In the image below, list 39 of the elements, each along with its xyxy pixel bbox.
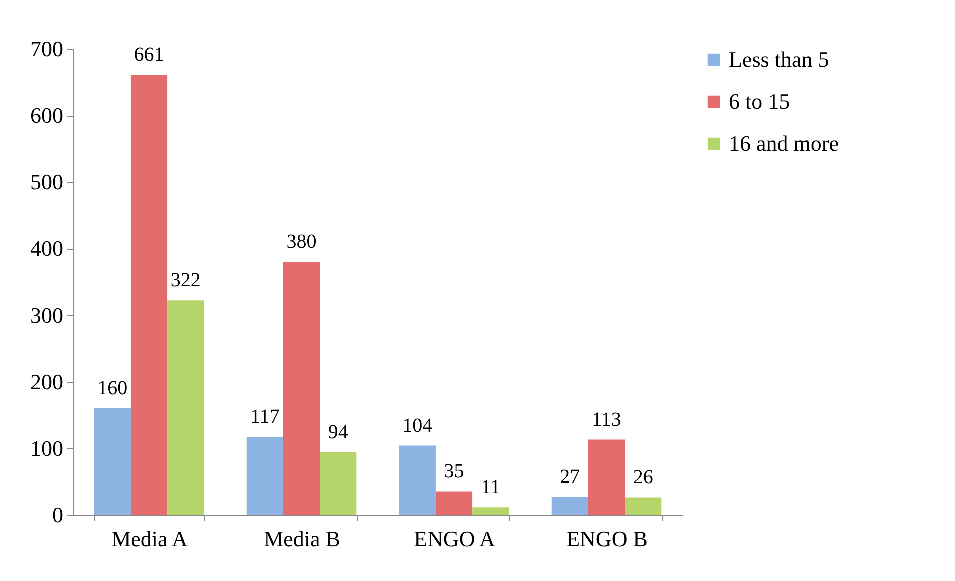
data-label: 27 bbox=[560, 466, 580, 488]
data-label: 661 bbox=[134, 44, 164, 66]
bar bbox=[168, 300, 204, 515]
bar bbox=[130, 74, 168, 515]
data-label: 94 bbox=[328, 421, 348, 444]
bar bbox=[246, 437, 284, 515]
bar bbox=[94, 408, 131, 515]
x-tick-label: ENGO A bbox=[414, 526, 496, 552]
bar bbox=[552, 497, 588, 515]
x-tick-label: Media A bbox=[112, 526, 188, 552]
legend-label: Less than 5 bbox=[729, 47, 830, 72]
data-label: 11 bbox=[481, 476, 500, 499]
bar bbox=[472, 508, 510, 515]
data-label: 160 bbox=[98, 377, 128, 400]
legend-label: 6 to 15 bbox=[729, 89, 790, 114]
bar bbox=[320, 452, 357, 515]
y-tick-label: 500 bbox=[30, 170, 64, 195]
data-label: 113 bbox=[592, 408, 622, 431]
bar bbox=[283, 262, 320, 515]
data-label: 117 bbox=[250, 406, 280, 428]
data-label: 104 bbox=[402, 414, 433, 437]
x-tick-label: Media B bbox=[264, 526, 340, 552]
x-tick-label: ENGO B bbox=[566, 526, 648, 552]
y-tick-label: 100 bbox=[30, 436, 64, 461]
bar bbox=[436, 492, 473, 515]
bar bbox=[399, 446, 436, 515]
y-tick-label: 300 bbox=[30, 302, 64, 328]
data-label: 26 bbox=[633, 466, 654, 489]
y-tick-label: 400 bbox=[30, 236, 64, 262]
y-tick-label: 700 bbox=[30, 36, 64, 62]
data-label: 380 bbox=[286, 231, 317, 254]
y-tick-label: 200 bbox=[30, 369, 64, 394]
bar bbox=[588, 440, 626, 515]
y-tick-label: 0 bbox=[52, 502, 64, 528]
data-label: 35 bbox=[444, 460, 464, 483]
legend-label: 16 and more bbox=[729, 131, 839, 156]
y-tick-label: 600 bbox=[30, 103, 64, 128]
data-label: 322 bbox=[170, 270, 201, 292]
bar bbox=[625, 498, 662, 515]
